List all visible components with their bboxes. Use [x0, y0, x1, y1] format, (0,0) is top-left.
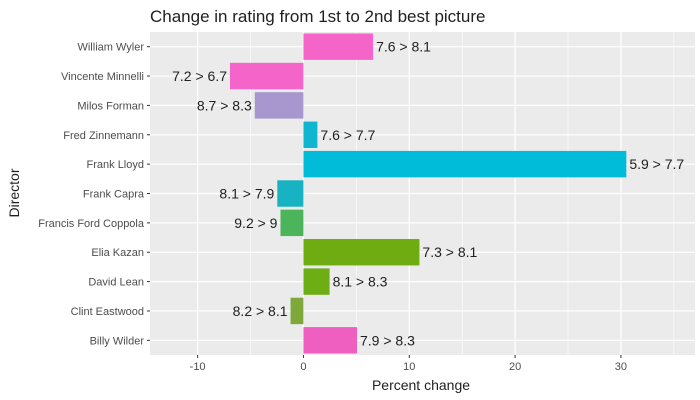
y-axis-title: Director — [6, 168, 22, 217]
y-tick-label: Milos Forman — [77, 100, 144, 112]
bar — [254, 92, 304, 119]
bar — [230, 62, 304, 90]
bar — [303, 150, 627, 178]
bar-value-label: 7.9 > 8.3 — [360, 332, 415, 348]
x-tick-label: 30 — [615, 361, 627, 373]
bar-value-label: 7.6 > 7.7 — [320, 127, 375, 143]
y-tick-label: David Lean — [88, 277, 144, 289]
bar-value-label: 7.2 > 6.7 — [172, 68, 227, 84]
bar — [277, 180, 304, 207]
y-tick-label: Francis Ford Coppola — [38, 218, 145, 230]
bar — [303, 268, 330, 295]
bar — [303, 33, 374, 60]
y-tick-label: Frank Lloyd — [87, 159, 144, 171]
x-axis-title: Percent change — [372, 377, 470, 393]
y-tick-label: Clint Eastwood — [71, 306, 144, 318]
x-tick-labels: -10 0 10 20 30 — [190, 355, 627, 373]
bar-value-label: 7.3 > 8.1 — [422, 244, 477, 260]
bar-value-label: 5.9 > 7.7 — [629, 156, 684, 172]
y-tick-label: Billy Wilder — [90, 335, 145, 347]
y-tick-labels: William Wyler Vincente Minnelli Milos Form… — [38, 42, 150, 347]
bars — [230, 33, 627, 354]
y-tick-label: William Wyler — [77, 42, 144, 54]
bar — [303, 327, 357, 354]
bar — [280, 209, 304, 237]
x-tick-label: 0 — [300, 361, 306, 373]
x-tick-label: 20 — [509, 361, 521, 373]
bar-value-label: 8.7 > 8.3 — [197, 97, 252, 113]
y-tick-label: Fred Zinnemann — [63, 130, 144, 142]
x-tick-label: -10 — [190, 361, 206, 373]
bar-value-label: 8.2 > 8.1 — [233, 303, 288, 319]
x-tick-label: 10 — [403, 361, 415, 373]
y-tick-label: Frank Capra — [83, 189, 145, 201]
bar — [290, 297, 304, 325]
bar-value-label: 9.2 > 9 — [234, 215, 277, 231]
bar-value-label: 8.1 > 7.9 — [219, 186, 274, 202]
bar-value-label: 8.1 > 8.3 — [333, 274, 388, 290]
chart-title: Change in rating from 1st to 2nd best pi… — [150, 7, 485, 26]
bar-labels: 7.6 > 8.1 7.2 > 6.7 8.7 > 8.3 7.6 > 7.7 5.9 … — [172, 39, 684, 349]
bar — [303, 121, 318, 148]
bar-value-label: 7.6 > 8.1 — [376, 39, 431, 55]
y-tick-label: Vincente Minnelli — [61, 71, 144, 83]
y-tick-label: Elia Kazan — [91, 247, 144, 259]
bar — [303, 239, 420, 266]
